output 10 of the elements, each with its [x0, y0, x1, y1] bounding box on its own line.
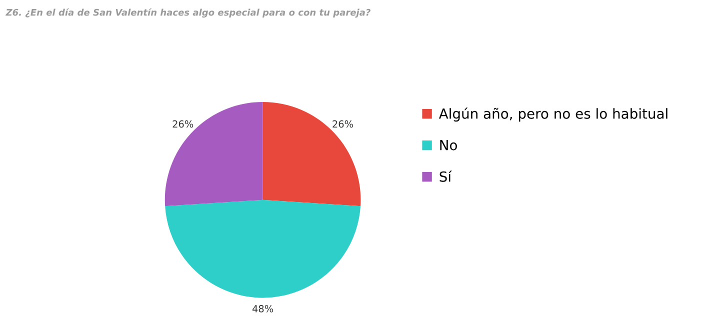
legend-label: No	[440, 140, 457, 150]
data-label: 26%	[332, 120, 354, 128]
pie-slice	[262, 102, 361, 206]
data-label: 26%	[172, 120, 194, 128]
legend-label: Sí	[440, 170, 452, 182]
pie-slice	[164, 102, 263, 206]
chart-title: Z6. ¿En el día de San Valentín haces algo especial para o con tu pareja?	[6, 8, 370, 18]
pie-slice	[165, 200, 361, 298]
legend-label: Algún año, pero no es lo habitual	[438, 108, 668, 122]
data-label: 48%	[252, 305, 274, 312]
